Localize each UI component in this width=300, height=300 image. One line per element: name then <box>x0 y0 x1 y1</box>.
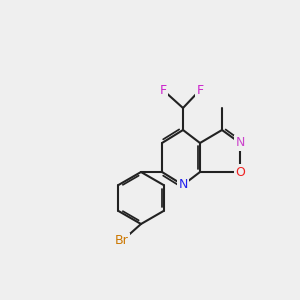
Text: N: N <box>235 136 245 149</box>
Text: F: F <box>159 83 167 97</box>
Text: O: O <box>235 166 245 178</box>
Text: Br: Br <box>115 235 129 248</box>
Text: F: F <box>196 83 204 97</box>
Text: N: N <box>178 178 188 191</box>
